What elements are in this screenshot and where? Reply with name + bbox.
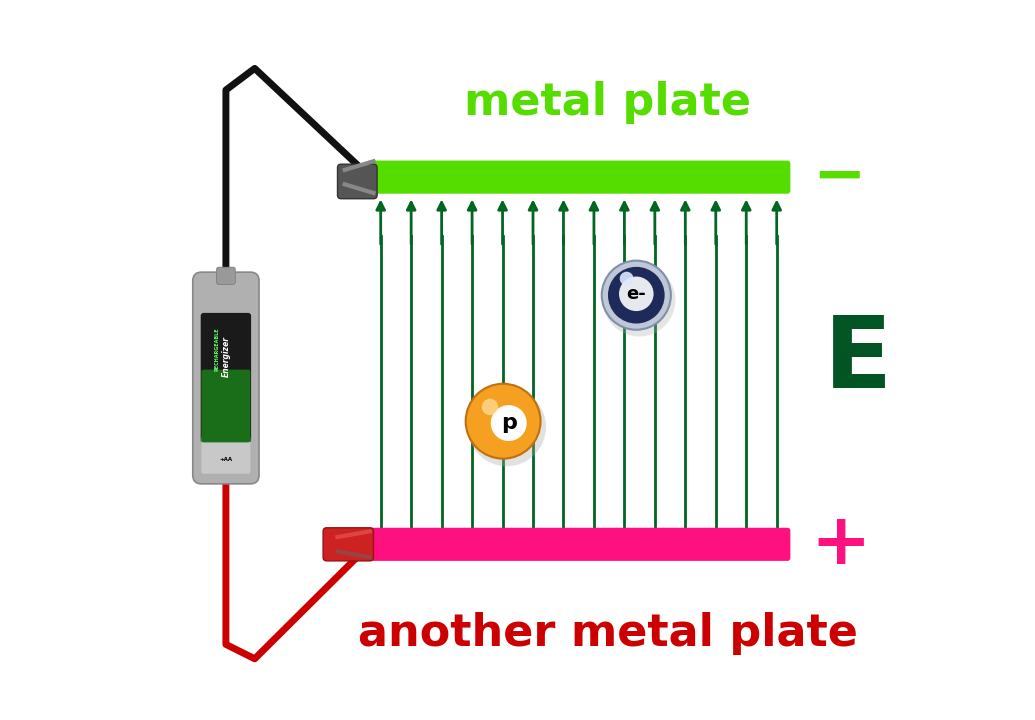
- Circle shape: [601, 261, 671, 330]
- Text: E: E: [824, 312, 892, 409]
- Text: p: p: [501, 413, 516, 433]
- Text: RECHARGEABLE: RECHARGEABLE: [214, 328, 219, 371]
- FancyBboxPatch shape: [367, 161, 791, 194]
- FancyBboxPatch shape: [202, 369, 250, 442]
- Circle shape: [468, 387, 546, 467]
- Circle shape: [603, 264, 676, 336]
- Circle shape: [620, 271, 633, 286]
- Text: another metal plate: another metal plate: [357, 612, 857, 655]
- FancyBboxPatch shape: [323, 528, 374, 561]
- FancyBboxPatch shape: [216, 267, 235, 284]
- Text: −: −: [812, 146, 866, 208]
- Text: +AA: +AA: [219, 457, 233, 462]
- FancyBboxPatch shape: [337, 164, 377, 199]
- Text: +: +: [810, 510, 871, 579]
- Circle shape: [466, 384, 540, 459]
- Text: Energizer: Energizer: [221, 336, 231, 377]
- FancyBboxPatch shape: [193, 272, 259, 484]
- Circle shape: [481, 399, 498, 415]
- Circle shape: [619, 276, 653, 311]
- Text: e-: e-: [626, 285, 646, 303]
- FancyBboxPatch shape: [201, 313, 252, 443]
- FancyBboxPatch shape: [367, 528, 791, 561]
- Text: metal plate: metal plate: [464, 81, 751, 124]
- Circle shape: [608, 267, 664, 323]
- Circle shape: [491, 405, 527, 441]
- FancyBboxPatch shape: [202, 436, 250, 474]
